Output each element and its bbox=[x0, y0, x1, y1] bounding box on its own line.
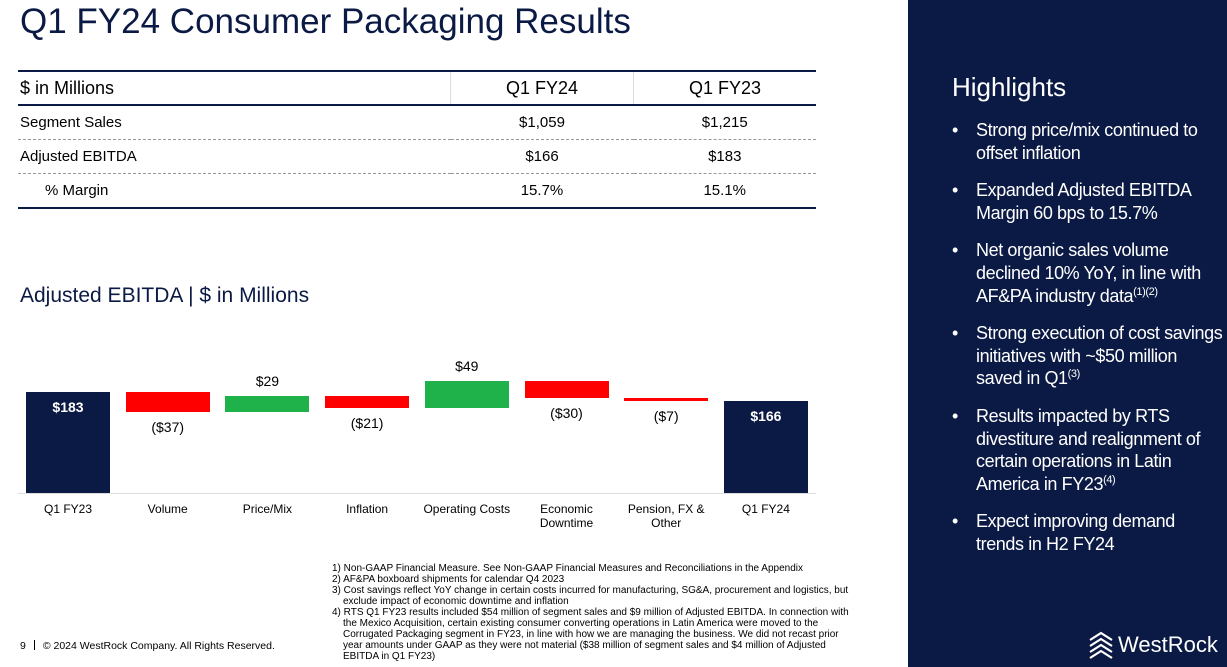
highlight-item: Strong price/mix continued to offset inf… bbox=[952, 119, 1224, 164]
bar bbox=[325, 396, 410, 409]
value-label: ($30) bbox=[550, 404, 583, 421]
table-cell: $183 bbox=[633, 139, 816, 174]
footnote: 1) Non-GAAP Financial Measure. See Non-G… bbox=[332, 563, 803, 574]
table-cell: Segment Sales bbox=[18, 105, 451, 140]
highlights-list: Strong price/mix continued to offset inf… bbox=[952, 119, 1224, 571]
header-cell: Q1 FY23 bbox=[633, 70, 816, 106]
table-cell: $1,215 bbox=[633, 105, 816, 140]
bar bbox=[125, 392, 210, 413]
value-label: $29 bbox=[255, 373, 280, 390]
table-cell: $1,059 bbox=[450, 105, 634, 140]
x-tick-label: Operating Costs bbox=[423, 502, 511, 516]
bar bbox=[624, 397, 709, 402]
table-cell: Adjusted EBITDA bbox=[18, 139, 451, 174]
x-tick-label: Price/Mix bbox=[242, 502, 293, 516]
logo: WestRock bbox=[1089, 631, 1219, 659]
footnote: 2) AF&PA boxboard shipments for calendar… bbox=[332, 574, 565, 585]
bar bbox=[524, 381, 609, 398]
table-cell: % Margin bbox=[18, 173, 451, 209]
value-label: ($7) bbox=[653, 408, 679, 425]
highlight-item: Results impacted by RTS divestiture and … bbox=[952, 405, 1224, 495]
footnote: 4) RTS Q1 FY23 results included $54 mill… bbox=[332, 607, 849, 662]
footer: 9 © 2024 WestRock Company. All Rights Res… bbox=[20, 640, 275, 652]
footnote-ref: (3) bbox=[1067, 368, 1081, 381]
table-cell: $166 bbox=[450, 139, 634, 174]
highlight-text: Strong price/mix continued to offset inf… bbox=[976, 120, 1198, 163]
value-label: $183 bbox=[52, 399, 84, 416]
table-cell: 15.7% bbox=[450, 173, 634, 209]
highlight-text: Results impacted by RTS divestiture and … bbox=[976, 405, 1201, 494]
logo-text: WestRock bbox=[1118, 632, 1219, 657]
results-table: $ in Millions Q1 FY24 Q1 FY23 Segment Sales… bbox=[18, 70, 816, 209]
highlights-title: Highlights bbox=[952, 72, 1067, 102]
table-header-row: $ in Millions Q1 FY24 Q1 FY23 bbox=[18, 70, 816, 106]
footnotes: 1) Non-GAAP Financial Measure. See Non-G… bbox=[332, 563, 860, 662]
chart-title: Adjusted EBITDA | $ in Millions bbox=[20, 284, 310, 307]
copyright: © 2024 WestRock Company. All Rights Rese… bbox=[42, 640, 275, 652]
logo-icon bbox=[1089, 631, 1113, 659]
table-row: Segment Sales $1,059 $1,215 bbox=[18, 105, 816, 140]
x-tick-label: Q1 FY24 bbox=[741, 502, 790, 516]
bar bbox=[723, 401, 808, 493]
bar bbox=[225, 396, 310, 413]
header-cell: Q1 FY24 bbox=[450, 70, 634, 106]
highlight-item: Strong execution of cost savings initiat… bbox=[952, 322, 1224, 390]
header-cell: $ in Millions bbox=[18, 70, 451, 106]
baseline bbox=[18, 493, 816, 494]
value-label: ($21) bbox=[350, 415, 384, 432]
bar bbox=[26, 392, 110, 493]
value-label: $49 bbox=[455, 358, 479, 374]
highlight-text: Expanded Adjusted EBITDA Margin 60 bps t… bbox=[976, 180, 1191, 223]
x-tick-label: Volume bbox=[147, 502, 188, 516]
x-tick-label: Pension, FX & Other bbox=[627, 502, 705, 530]
x-tick-label: Inflation bbox=[346, 502, 389, 516]
highlight-text: Expect improving demand trends in H2 FY2… bbox=[976, 511, 1175, 554]
value-label: ($37) bbox=[151, 419, 185, 436]
separator bbox=[33, 640, 35, 650]
table-row: Adjusted EBITDA $166 $183 bbox=[18, 139, 816, 174]
highlight-text: Net organic sales volume declined 10% Yo… bbox=[976, 240, 1201, 306]
table-row: % Margin 15.7% 15.1% bbox=[18, 173, 816, 209]
x-tick-label: Q1 FY23 bbox=[43, 502, 93, 516]
highlight-item: Net organic sales volume declined 10% Yo… bbox=[952, 239, 1224, 307]
bar bbox=[424, 381, 509, 409]
highlight-item: Expanded Adjusted EBITDA Margin 60 bps t… bbox=[952, 179, 1224, 224]
footnote-ref: (4) bbox=[1103, 473, 1116, 486]
highlight-text: Strong execution of cost savings initiat… bbox=[976, 323, 1223, 389]
page-number: 9 bbox=[20, 640, 26, 652]
highlight-item: Expect improving demand trends in H2 FY2… bbox=[952, 510, 1224, 555]
x-tick-label: Economic Downtime bbox=[539, 502, 594, 530]
slide-title: Q1 FY24 Consumer Packaging Results bbox=[20, 2, 631, 41]
footnote: 3) Cost savings reflect YoY change in ce… bbox=[332, 585, 849, 607]
table-cell: 15.1% bbox=[633, 173, 816, 209]
value-label: $166 bbox=[750, 408, 782, 425]
footnote-ref: (1)(2) bbox=[1133, 285, 1158, 298]
